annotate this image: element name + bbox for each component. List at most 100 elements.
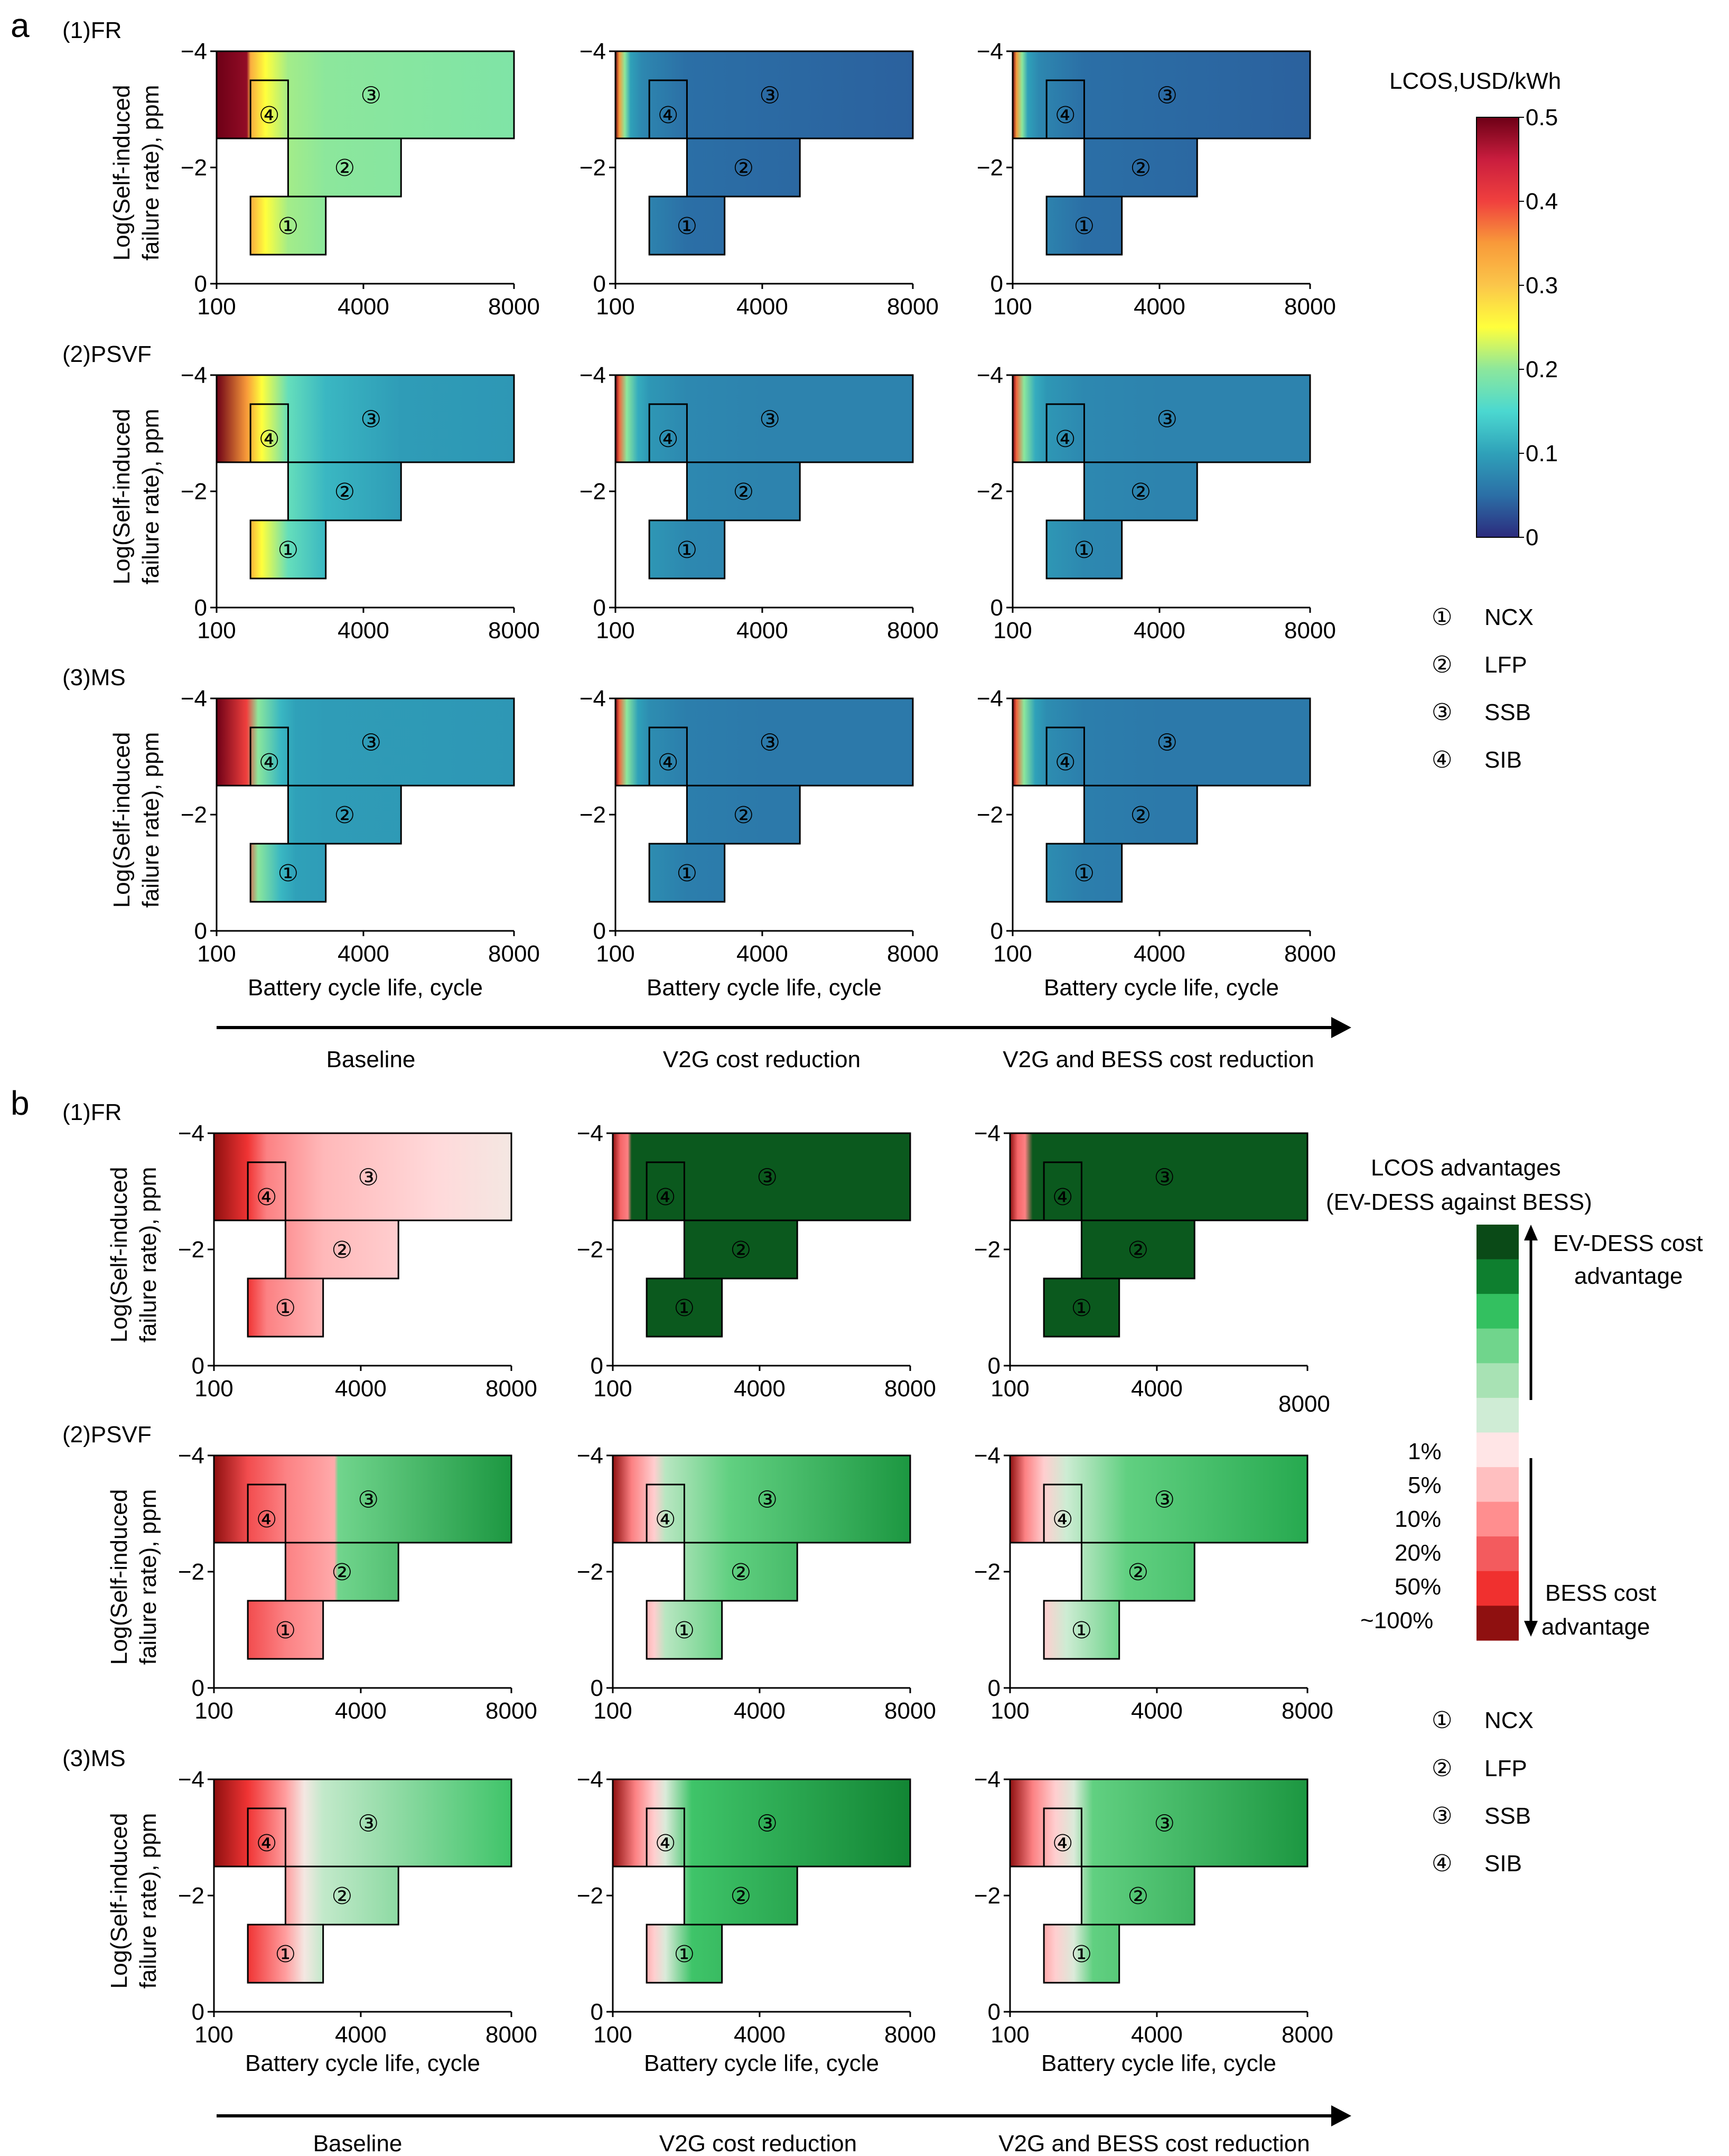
zone-outline-sib (1043, 1161, 1082, 1221)
y-tick-label: −4 (181, 362, 207, 388)
legend-a-label-sib: SIB (1484, 747, 1522, 773)
zone-outline-sib (648, 726, 688, 787)
zone-label-lfp: ② (334, 155, 355, 181)
legend-b-label-ssb: SSB (1484, 1803, 1531, 1829)
x-axis-label: Battery cycle life, cycle (248, 975, 483, 1001)
x-tick-label: 4000 (1131, 1376, 1183, 1402)
colorbar-a-tick-0: 0.5 (1526, 105, 1558, 130)
legend-b-glyph-3: ③ (1432, 1803, 1452, 1829)
row-title: (2)PSVF (62, 1422, 152, 1448)
ev-advantage-label-1: EV-DESS cost (1553, 1230, 1703, 1256)
zone-label-ncx: ① (1071, 1942, 1092, 1967)
legend-a-label-lfp: LFP (1484, 652, 1527, 678)
colorbar-a-tick-2: 0.3 (1526, 273, 1558, 298)
row-title: (3)MS (62, 1746, 126, 1771)
zone-label-ssb: ③ (1156, 407, 1177, 433)
y-tick-label: −4 (181, 686, 207, 712)
x-tick-label: 100 (993, 618, 1032, 643)
zone-fill-ncx (248, 1278, 323, 1337)
x-axis-label: Battery cycle life, cycle (1041, 2050, 1276, 2076)
bess-advantage-label-1: BESS cost (1545, 1580, 1656, 1606)
y-tick-label: 0 (988, 1675, 1001, 1701)
x-tick-label: 8000 (887, 618, 939, 643)
y-tick-label: −4 (577, 1767, 603, 1793)
zone-fill-lfp (285, 1543, 399, 1601)
y-tick-label: 0 (192, 1999, 204, 2025)
zone-label-lfp: ② (332, 1237, 352, 1263)
x-axis-label: Battery cycle life, cycle (644, 2050, 879, 2076)
zone-label-ssb: ③ (1156, 83, 1177, 109)
zone-fill-ncx (647, 1601, 722, 1659)
zone-label-ssb: ③ (360, 730, 381, 756)
zone-fill-ncx (649, 197, 725, 255)
zone-outline-sib (1043, 1483, 1082, 1544)
zone-fill-sib (1044, 1808, 1082, 1866)
zone-fill-sib (248, 1485, 286, 1543)
x-tick-label: 100 (990, 1698, 1029, 1724)
colorbar-b-cell-11 (1476, 1606, 1519, 1641)
zone-fill-lfp (288, 786, 401, 844)
x-tick-label: 100 (194, 1698, 233, 1724)
zone-outline-sib (249, 403, 289, 463)
zone-fill-sib (649, 404, 687, 462)
legend-a-glyph-2: ② (1432, 652, 1452, 678)
y-tick-label: −2 (181, 802, 207, 828)
zone-label-ssb: ③ (360, 407, 381, 433)
legend-a-label-ssb: SSB (1484, 699, 1531, 725)
x-tick-label: 4000 (335, 2022, 387, 2048)
y-tick-label: −2 (577, 1883, 603, 1909)
zone-fill-lfp (1081, 1866, 1195, 1925)
zone-label-lfp: ② (731, 1237, 751, 1263)
y-tick-label: −4 (977, 686, 1003, 712)
y-axis-label-line2: failure rate), ppm (135, 1167, 161, 1343)
y-tick-label: −2 (580, 802, 606, 828)
y-tick-label: −2 (974, 1559, 1001, 1585)
bess-advantage-arrow-head (1524, 1621, 1538, 1637)
x-tick-label: 4000 (338, 941, 389, 967)
y-tick-label: 0 (194, 918, 207, 944)
zone-label-sib: ④ (658, 426, 678, 452)
zone-label-ssb: ③ (1156, 730, 1177, 756)
colorbar-b-cell-5 (1476, 1397, 1519, 1433)
zone-label-ncx: ① (1074, 861, 1095, 886)
y-tick-label: −2 (974, 1883, 1001, 1909)
zone-label-sib: ④ (1055, 426, 1076, 452)
zone-label-ssb: ③ (756, 1487, 777, 1513)
y-tick-label: −4 (977, 362, 1003, 388)
zone-label-ssb: ③ (358, 1811, 378, 1837)
y-tick-label: −4 (580, 686, 606, 712)
y-tick-label: 0 (591, 1353, 603, 1379)
x-tick-extra: 8000 (1278, 1391, 1330, 1417)
zone-label-lfp: ② (733, 479, 754, 505)
colorbar-b-cell-10 (1476, 1571, 1519, 1606)
zone-outline-sib (249, 79, 289, 139)
x-tick-label: 8000 (884, 1376, 936, 1402)
colorbar-b-title-1: LCOS advantages (1371, 1155, 1561, 1181)
y-tick-label: −4 (178, 1767, 204, 1793)
x-tick-label: 8000 (1284, 941, 1336, 967)
zone-label-lfp: ② (733, 155, 754, 181)
colorbar-b: LCOS advantages (EV-DESS against BESS) 1… (1326, 1155, 1703, 1641)
zone-fill-lfp (687, 138, 800, 197)
y-axis-label-line1: Log(Self-induced (106, 1813, 132, 1989)
x-tick-label: 4000 (734, 1698, 786, 1724)
zone-label-lfp: ② (731, 1883, 751, 1909)
zone-label-ncx: ① (275, 1942, 296, 1967)
zone-label-lfp: ② (1130, 479, 1151, 505)
zone-fill-lfp (687, 786, 800, 844)
zone-outline-sib (247, 1807, 286, 1868)
x-tick-label: 8000 (887, 294, 939, 320)
zone-fill-ncx (649, 844, 725, 902)
y-tick-label: 0 (591, 1999, 603, 2025)
colorbar-b-label-100pct: ~100% (1360, 1608, 1433, 1634)
x-tick-label: 8000 (485, 1376, 537, 1402)
zone-outline-sib (1045, 726, 1085, 787)
zone-label-ncx: ① (275, 1295, 296, 1321)
zone-fill-sib (250, 404, 288, 462)
